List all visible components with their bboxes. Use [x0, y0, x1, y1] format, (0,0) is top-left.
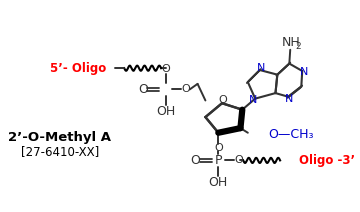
Text: O: O: [182, 84, 190, 94]
Text: O: O: [219, 95, 227, 105]
Text: N: N: [285, 94, 293, 104]
Text: N: N: [257, 63, 265, 73]
Text: NH: NH: [282, 36, 301, 49]
Text: OH: OH: [156, 105, 175, 118]
Text: 2: 2: [296, 42, 301, 51]
Text: [27-6410-XX]: [27-6410-XX]: [21, 145, 99, 158]
Text: O: O: [234, 155, 243, 165]
Text: O—CH₃: O—CH₃: [268, 128, 314, 141]
Text: 2’-O-Methyl A: 2’-O-Methyl A: [8, 131, 111, 144]
Text: O: O: [161, 64, 170, 74]
Text: N: N: [300, 67, 308, 77]
Text: O: O: [190, 154, 200, 167]
Text: 5’- Oligo: 5’- Oligo: [50, 62, 106, 75]
Text: OH: OH: [209, 176, 228, 189]
Text: P: P: [215, 154, 222, 167]
Text: Oligo -3’: Oligo -3’: [298, 154, 355, 167]
Text: O: O: [138, 83, 148, 96]
Text: O: O: [214, 143, 223, 153]
Text: N: N: [249, 95, 257, 105]
